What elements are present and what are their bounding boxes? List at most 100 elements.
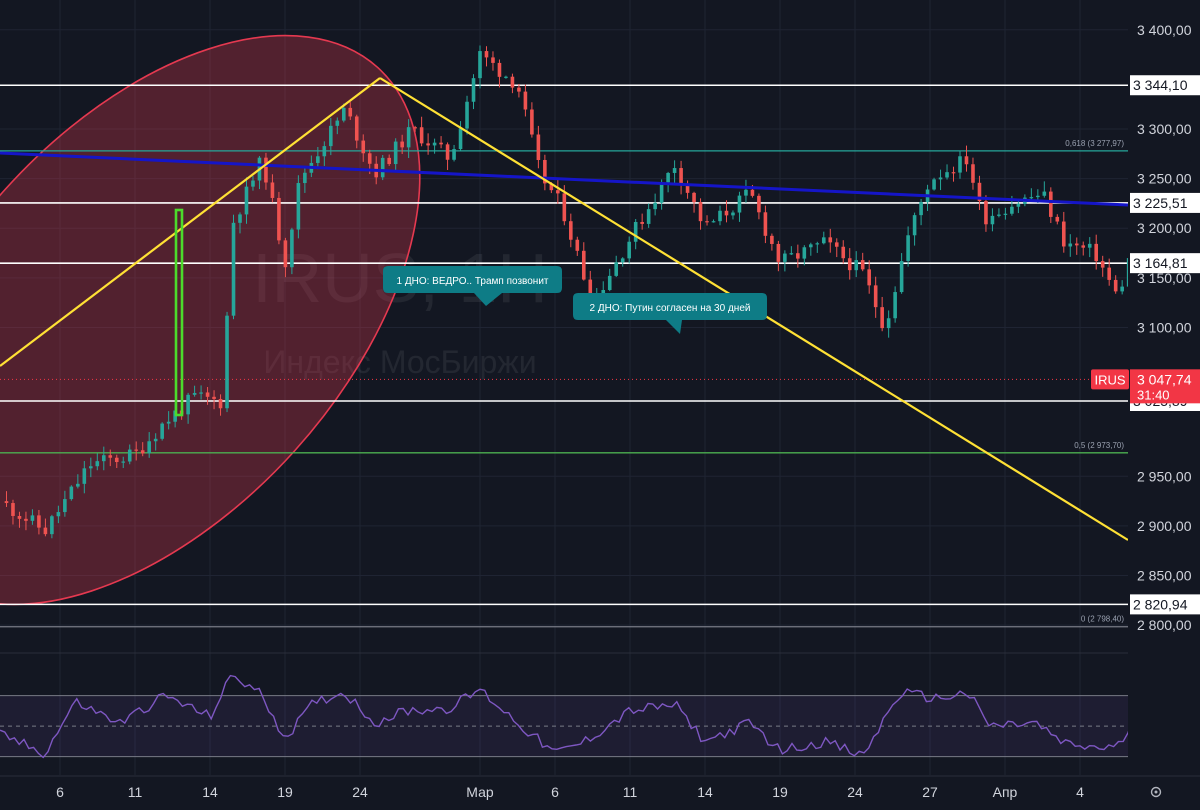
candle-body bbox=[458, 128, 463, 150]
annotation-1-callout[interactable]: 1 ДНО: ВЕДРО.. Трамп позвонит bbox=[383, 266, 562, 306]
candle-body bbox=[1120, 286, 1124, 292]
candle-body bbox=[225, 315, 229, 409]
candle-body bbox=[95, 461, 100, 467]
candle-body bbox=[698, 202, 703, 222]
price-tick-label: 3 400,00 bbox=[1137, 22, 1192, 38]
candle-body bbox=[426, 143, 430, 146]
settings-gear-icon[interactable] bbox=[1150, 786, 1162, 798]
green-range-marker[interactable] bbox=[174, 208, 184, 417]
candle-body bbox=[166, 421, 171, 424]
candle-body bbox=[1003, 213, 1008, 215]
candle-body bbox=[406, 127, 411, 148]
time-axis[interactable]: 6 11 14 19 24 Мар 6 11 14 19 24 27 Апр 4 bbox=[0, 775, 1200, 800]
candle-body bbox=[711, 221, 716, 223]
candle-body bbox=[1107, 267, 1111, 280]
candle-body bbox=[556, 190, 560, 194]
candle-body bbox=[789, 253, 794, 255]
candle-body bbox=[627, 241, 631, 259]
candle-body bbox=[666, 172, 670, 183]
candle-body bbox=[964, 156, 969, 165]
price-tick-label: 2 800,00 bbox=[1137, 617, 1192, 633]
candle-body bbox=[796, 253, 800, 259]
candle-body bbox=[251, 180, 255, 187]
candle-body bbox=[69, 486, 74, 500]
candle-body bbox=[1068, 243, 1073, 247]
ticker-label: IRUS bbox=[1094, 372, 1125, 387]
candle-body bbox=[705, 221, 709, 223]
candle-body bbox=[380, 157, 385, 178]
candle-body bbox=[147, 441, 151, 454]
candle-body bbox=[860, 260, 865, 270]
candle-body bbox=[303, 172, 307, 184]
rsi-line bbox=[0, 674, 1200, 773]
candle-body bbox=[1010, 206, 1014, 214]
candle-body bbox=[640, 221, 644, 224]
candle-body bbox=[757, 195, 761, 213]
time-tick-label: Мар bbox=[466, 784, 494, 800]
candle-body bbox=[828, 237, 833, 243]
candle-body bbox=[478, 51, 482, 79]
level-price-badge bbox=[1130, 192, 1200, 213]
chart-settings[interactable] bbox=[1150, 786, 1162, 798]
level-price-badge bbox=[1130, 253, 1200, 274]
candle-body bbox=[620, 258, 625, 263]
candle-body bbox=[530, 109, 534, 135]
time-tick-label: 6 bbox=[56, 784, 64, 800]
candle-body bbox=[419, 127, 424, 144]
candle-body bbox=[218, 398, 223, 409]
candle-body bbox=[685, 184, 690, 193]
candle-body bbox=[867, 269, 871, 286]
time-tick-label: 11 bbox=[623, 784, 638, 800]
candle-body bbox=[549, 183, 554, 191]
candle-body bbox=[1081, 245, 1086, 248]
candle-body bbox=[932, 179, 936, 190]
candle-body bbox=[718, 210, 722, 222]
time-tick-label: 24 bbox=[847, 784, 863, 800]
candle-body bbox=[1087, 243, 1092, 248]
candle-body bbox=[186, 394, 190, 415]
candle-body bbox=[264, 157, 268, 183]
candle-body bbox=[30, 515, 35, 521]
candle-body bbox=[517, 87, 521, 92]
candle-body bbox=[244, 186, 249, 215]
annotation-2-text: 2 ДНО: Путин согласен на 30 дней bbox=[590, 303, 751, 314]
candle-body bbox=[536, 134, 541, 160]
candle-body bbox=[329, 125, 333, 147]
level-price-badge bbox=[1130, 75, 1200, 96]
candle-body bbox=[134, 449, 139, 451]
yellow-trendline-up[interactable] bbox=[0, 77, 381, 367]
candle-body bbox=[387, 157, 391, 165]
candle-body bbox=[497, 62, 502, 77]
candle-body bbox=[1094, 243, 1099, 262]
candle-body bbox=[43, 527, 48, 535]
candle-body bbox=[465, 101, 469, 129]
price-tick-label: 3 100,00 bbox=[1137, 319, 1192, 335]
candle-body bbox=[63, 499, 67, 513]
candle-body bbox=[977, 182, 982, 202]
candle-body bbox=[575, 239, 580, 251]
highlight-ellipse[interactable] bbox=[0, 0, 522, 703]
time-tick-label: 24 bbox=[352, 784, 368, 800]
blue-trendline[interactable] bbox=[0, 151, 1129, 207]
candle-body bbox=[581, 250, 586, 280]
candle-body bbox=[601, 289, 606, 296]
candle-body bbox=[731, 212, 735, 216]
candle-body bbox=[322, 146, 327, 157]
candle-body bbox=[452, 149, 456, 160]
candle-body bbox=[17, 515, 22, 519]
candle-body bbox=[400, 141, 404, 148]
candle-body bbox=[1100, 261, 1105, 268]
level-price-label: 2 820,94 bbox=[1133, 596, 1188, 612]
annotation-1-text: 1 ДНО: ВЕДРО.. Трамп позвонит bbox=[397, 276, 549, 287]
candle-body bbox=[1036, 195, 1040, 198]
candle-body bbox=[1029, 197, 1034, 199]
candle-body bbox=[1113, 279, 1118, 292]
bar-countdown: 31:40 bbox=[1137, 387, 1170, 402]
candle-body bbox=[367, 153, 372, 164]
fib-level-label: 0,618 (3 277,97) bbox=[1065, 139, 1124, 148]
candle-body bbox=[750, 189, 755, 196]
annotation-2-callout[interactable]: 2 ДНО: Путин согласен на 30 дней bbox=[573, 293, 767, 334]
candle-body bbox=[471, 78, 476, 102]
ticker-badge bbox=[1091, 369, 1129, 390]
